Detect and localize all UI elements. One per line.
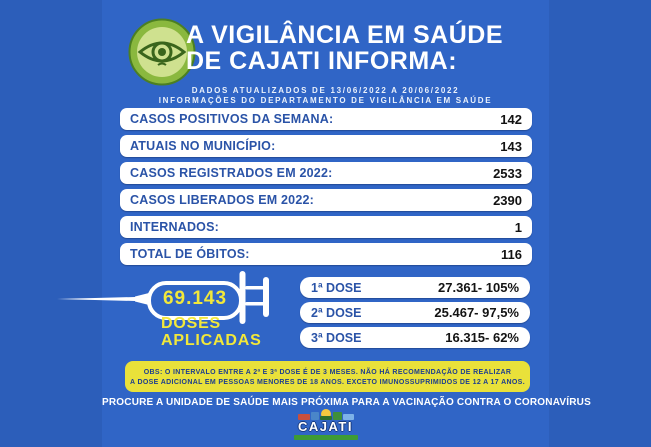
note-line-2: A DOSE ADICIONAL EM PESSOAS MENORES DE 1… (130, 378, 525, 386)
stat-label: CASOS POSITIVOS DA SEMANA: (130, 112, 334, 126)
subtitle-line-1: DADOS ATUALIZADOS DE 13/06/2022 A 20/06/… (191, 86, 460, 95)
dose-value: 27.361- 105% (438, 280, 519, 295)
stat-label: TOTAL DE ÓBITOS: (130, 247, 250, 261)
dose-value: 16.315- 62% (445, 330, 519, 345)
subtitle: DADOS ATUALIZADOS DE 13/06/2022 A 20/06/… (102, 86, 549, 106)
stat-value: 143 (500, 138, 522, 154)
stat-label: CASOS LIBERADOS EM 2022: (130, 193, 315, 207)
dose-row-2: 2ª DOSE 25.467- 97,5% (300, 302, 530, 323)
cta-text: PROCURE A UNIDADE DE SAÚDE MAIS PRÓXIMA … (102, 397, 591, 408)
dose-label: 1ª DOSE (311, 280, 362, 295)
dose-label: 3ª DOSE (311, 330, 362, 345)
city-name-text: CAJATI (298, 419, 353, 434)
page-title: A VIGILÂNCIA EM SAÚDE DE CAJATI INFORMA: (186, 22, 503, 74)
vigilancia-logo (128, 18, 196, 86)
stat-row-total-obitos: TOTAL DE ÓBITOS: 116 (120, 243, 532, 265)
note-box: OBS: O INTERVALO ENTRE A 2ª E 3ª DOSE É … (125, 361, 530, 392)
city-slogan-ribbon (293, 435, 358, 440)
city-logo: CAJATI (102, 408, 549, 440)
stat-value: 1 (514, 219, 522, 235)
stat-row-casos-registrados: CASOS REGISTRADOS EM 2022: 2533 (120, 162, 532, 184)
subtitle-line-2: INFORMAÇÕES DO DEPARTAMENTO DE VIGILÂNCI… (158, 96, 493, 105)
note-line-1: OBS: O INTERVALO ENTRE A 2ª E 3ª DOSE É … (143, 369, 512, 376)
stat-label: CASOS REGISTRADOS EM 2022: (130, 166, 333, 180)
stat-label: ATUAIS NO MUNICÍPIO: (130, 139, 276, 153)
doses-label-line-1: DOSES (161, 315, 222, 332)
stat-row-casos-positivos: CASOS POSITIVOS DA SEMANA: 142 (120, 108, 532, 130)
dose-row-3: 3ª DOSE 16.315- 62% (300, 327, 530, 348)
city-illustration-icon (297, 409, 354, 420)
total-doses-label: DOSES APLICADAS (161, 315, 262, 349)
dose-label: 2ª DOSE (311, 305, 362, 320)
stat-row-casos-liberados: CASOS LIBERADOS EM 2022: 2390 (120, 189, 532, 211)
stat-value: 116 (501, 246, 522, 262)
title-line-1: A VIGILÂNCIA EM SAÚDE (186, 21, 503, 49)
total-doses-value: 69.143 (162, 288, 228, 309)
stat-row-internados: INTERNADOS: 1 (120, 216, 532, 238)
title-line-2: DE CAJATI INFORMA: (186, 47, 458, 75)
stats-list: CASOS POSITIVOS DA SEMANA: 142 ATUAIS NO… (120, 108, 532, 265)
dose-list: 1ª DOSE 27.361- 105% 2ª DOSE 25.467- 97,… (300, 277, 530, 348)
dose-row-1: 1ª DOSE 27.361- 105% (300, 277, 530, 298)
dose-value: 25.467- 97,5% (434, 305, 519, 320)
stat-value: 142 (500, 111, 522, 127)
stat-value: 2533 (493, 165, 522, 181)
syringe-icon (57, 271, 269, 324)
stat-label: INTERNADOS: (130, 220, 220, 234)
stat-value: 2390 (493, 192, 522, 208)
stat-row-atuais-municipio: ATUAIS NO MUNICÍPIO: 143 (120, 135, 532, 157)
eye-badge-icon (128, 18, 196, 86)
doses-label-line-2: APLICADAS (161, 331, 262, 349)
